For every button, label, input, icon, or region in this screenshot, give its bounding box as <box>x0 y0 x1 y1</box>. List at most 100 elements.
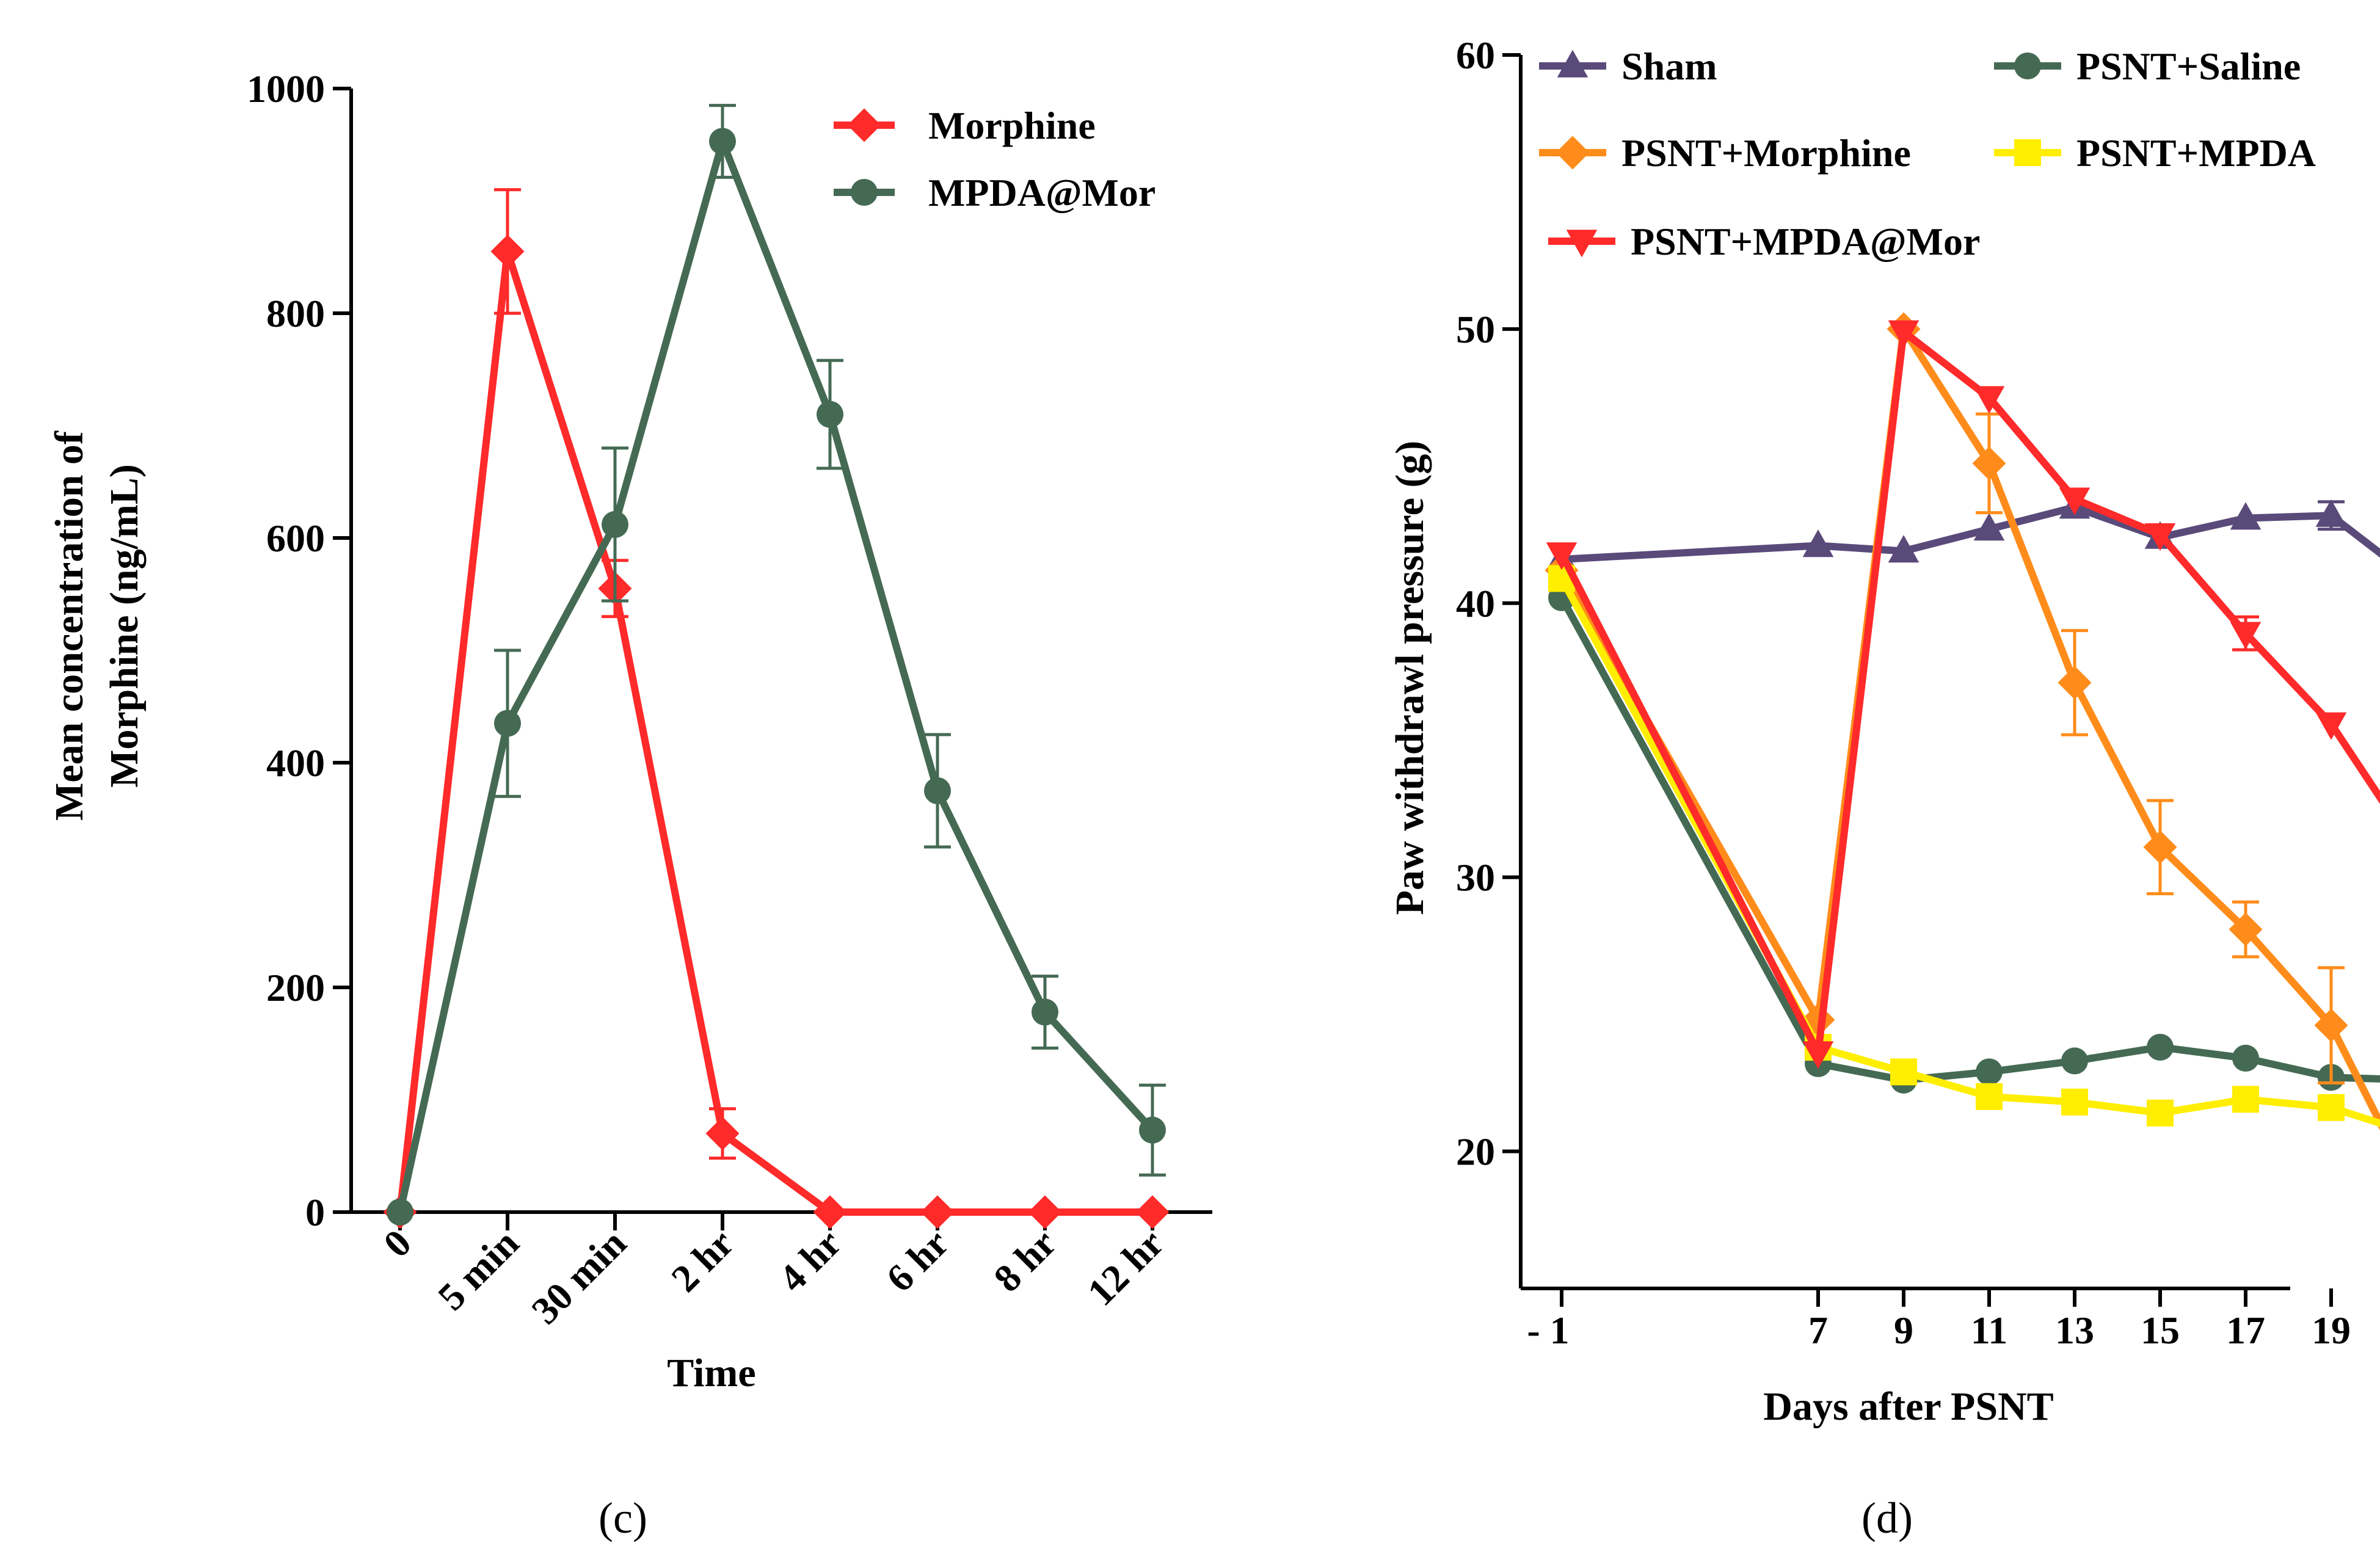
d-data-point <box>2144 523 2176 551</box>
d-data-point <box>2315 499 2347 527</box>
c-data-point <box>387 1199 413 1226</box>
d-data-point <box>2230 622 2262 650</box>
d-data-point <box>2059 487 2091 515</box>
d-data-point <box>1802 1041 1834 1069</box>
x-tick-label-c: 8 hr <box>985 1221 1064 1300</box>
c-series-line-1 <box>396 137 1155 1213</box>
d-data-point <box>2229 912 2263 946</box>
legend-marker-d <box>2014 139 2041 166</box>
d-data-point <box>1888 535 1920 563</box>
legend-label-c: MPDA@Mor <box>928 171 1155 214</box>
d-series-line-1 <box>1558 595 2380 1084</box>
d-data-point <box>2232 1044 2259 1072</box>
y-tick-label-d: 30 <box>1456 856 1495 899</box>
x-tick-label-c: 6 hr <box>878 1221 956 1300</box>
x-tick-label-d: 17 <box>2226 1309 2265 1352</box>
x-tick-label-d: 15 <box>2141 1309 2180 1352</box>
panel-label-d: (d) <box>1861 1494 1913 1542</box>
d-series-2 <box>1545 312 2380 1131</box>
c-data-point <box>705 1116 740 1150</box>
x-tick-label-d: 7 <box>1808 1309 1828 1352</box>
c-data-point <box>813 1195 847 1229</box>
x-axis-title-c: Time <box>667 1351 755 1395</box>
legend-label-d: PSNT+MPDA@Mor <box>1631 220 1980 263</box>
legend-marker-d <box>2014 53 2041 79</box>
d-series-line-0 <box>1561 503 2380 563</box>
d-data-point <box>2143 830 2177 864</box>
d-data-point <box>1976 1083 2003 1110</box>
y-axis-title-c-line2: Morphine (ng/mL) <box>102 464 147 788</box>
c-data-point <box>709 128 736 155</box>
c-data-point <box>494 710 521 737</box>
legend-label-d: PSNT+MPDA <box>2076 131 2316 175</box>
d-series-4 <box>1546 320 2380 1069</box>
y-tick-label-d: 60 <box>1456 34 1495 77</box>
y-axis-title-c-line1: Mean concentration of <box>47 430 92 821</box>
c-data-point <box>920 1195 955 1229</box>
x-tick-label-d: 19 <box>2312 1309 2351 1352</box>
d-data-point <box>2147 1033 2174 1061</box>
x-tick-label-d: 11 <box>1971 1309 2007 1352</box>
x-tick-label-c: 12 hr <box>1079 1221 1172 1314</box>
y-tick-label-c: 800 <box>266 292 325 335</box>
c-data-point <box>1135 1195 1170 1229</box>
c-data-point <box>1139 1116 1166 1144</box>
d-data-point <box>2061 1047 2088 1075</box>
d-series-0 <box>1546 491 2380 571</box>
y-tick-label-c: 0 <box>305 1191 325 1234</box>
x-tick-label-c: 4 hr <box>770 1221 849 1300</box>
d-data-point <box>2318 1094 2345 1121</box>
y-tick-label-c: 1000 <box>247 67 325 111</box>
d-data-point <box>1888 320 1920 348</box>
y-tick-label-d: 50 <box>1456 308 1495 351</box>
x-tick-label-c: 2 hr <box>663 1221 741 1300</box>
d-data-point <box>1890 1058 1917 1086</box>
d-series-line-2 <box>1558 325 2380 1131</box>
panel-label-c: (c) <box>599 1494 647 1542</box>
legend-marker-c <box>847 108 881 142</box>
legend-label-d: PSNT+Morphine <box>1621 131 1911 175</box>
c-data-point <box>1028 1195 1062 1229</box>
y-tick-label-c: 600 <box>266 517 325 560</box>
d-data-point <box>2058 666 2092 700</box>
x-tick-label-d: - 1 <box>1527 1309 1569 1352</box>
legend-label-d: Sham <box>1621 45 1717 88</box>
x-tick-label-d: 13 <box>2055 1309 2094 1352</box>
c-series-0 <box>383 188 1170 1229</box>
x-tick-label-c: 5 min <box>429 1221 527 1319</box>
legend-marker-d <box>1557 49 1588 78</box>
d-data-point <box>1976 1058 2003 1086</box>
d-data-point <box>2232 1086 2259 1113</box>
d-data-point <box>2230 502 2262 530</box>
y-axis-title-d: Paw withdrawl pressure (g) <box>1388 441 1432 915</box>
d-data-point <box>2314 1008 2348 1042</box>
c-data-point <box>924 777 951 804</box>
d-data-point <box>2315 712 2347 740</box>
c-data-point <box>817 401 843 428</box>
y-tick-label-d: 40 <box>1456 582 1495 625</box>
legend-marker-d <box>1566 230 1598 258</box>
legend-marker-d <box>1556 136 1590 170</box>
y-tick-label-c: 400 <box>266 741 325 785</box>
x-axis-title-d: Days after PSNT <box>1763 1384 2053 1429</box>
d-data-point <box>2147 1099 2174 1127</box>
d-data-point <box>1973 386 2005 414</box>
c-series-1 <box>387 104 1166 1226</box>
d-series-1 <box>1548 584 2380 1094</box>
d-data-point <box>1972 446 2006 481</box>
c-data-point <box>602 510 628 538</box>
legend-label-d: PSNT+Saline <box>2076 45 2301 88</box>
c-series-line-0 <box>396 247 1152 1216</box>
x-tick-label-c: 30 min <box>523 1221 635 1332</box>
d-data-point <box>1546 542 1578 570</box>
d-data-point <box>2061 1088 2088 1116</box>
c-data-point <box>490 234 525 269</box>
y-tick-label-c: 200 <box>266 966 325 1009</box>
d-data-point <box>1973 513 2005 541</box>
legend-marker-c <box>851 179 878 206</box>
y-tick-label-d: 20 <box>1456 1130 1495 1174</box>
